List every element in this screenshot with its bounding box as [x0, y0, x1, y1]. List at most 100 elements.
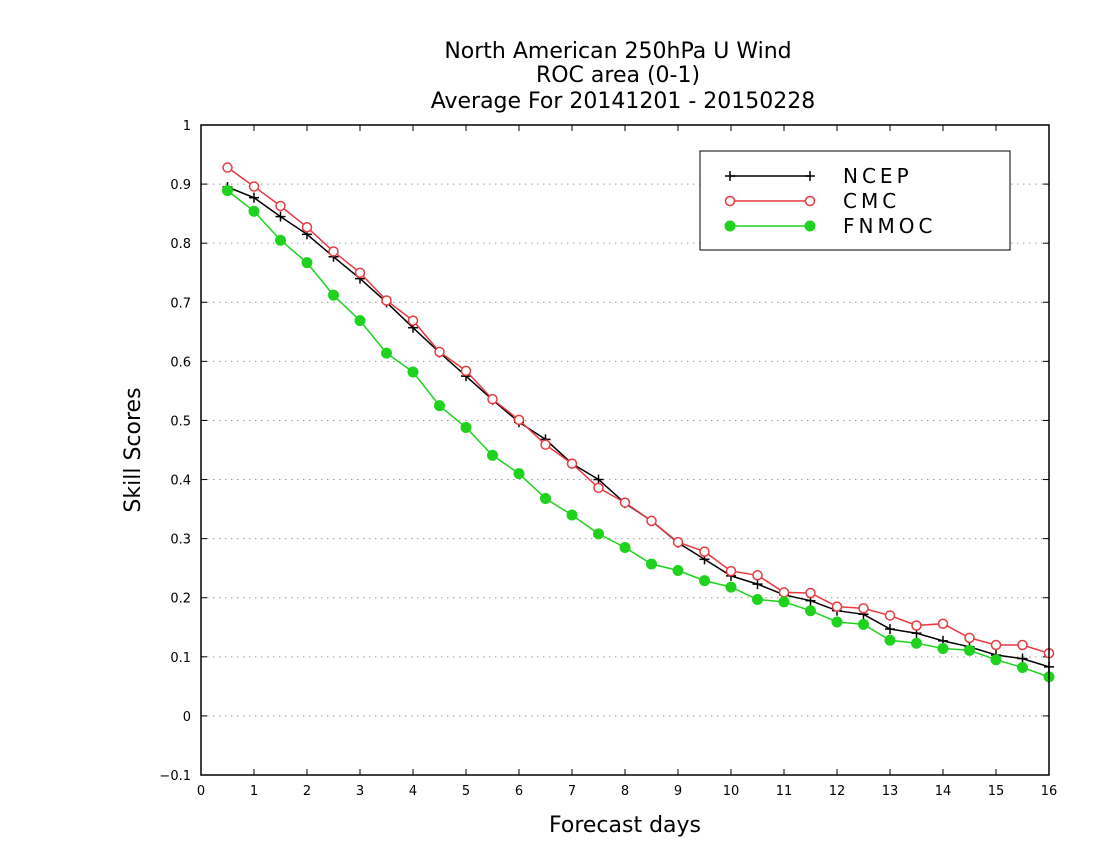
x-tick-label: 12 [829, 784, 846, 799]
data-point-cmc [646, 515, 657, 527]
data-point-cmc [566, 458, 578, 469]
data-point-cmc [513, 414, 525, 426]
data-point-fnmoc [1017, 661, 1028, 673]
data-point-cmc [381, 295, 392, 306]
data-point-cmc [725, 565, 737, 577]
data-point-fnmoc [248, 205, 260, 217]
legend-item-cmc: CMC [724, 189, 900, 213]
y-tick-label: 0.3 [170, 533, 191, 548]
data-point-ncep [275, 211, 286, 222]
x-tick-label: 2 [303, 784, 311, 799]
y-tick-label: 0.8 [170, 237, 191, 252]
data-point-cmc [619, 497, 631, 508]
chart-title-line-1: North American 250hPa U Wind [444, 39, 791, 64]
data-point-fnmoc [990, 654, 1002, 666]
x-tick-label: 11 [776, 784, 793, 799]
x-tick-label: 8 [621, 784, 629, 799]
x-tick-label: 10 [723, 784, 740, 799]
data-point-fnmoc [566, 509, 578, 521]
x-tick-label: 1 [250, 784, 258, 799]
legend-label-cmc: CMC [843, 189, 900, 213]
data-point-fnmoc [937, 643, 949, 655]
data-point-cmc [487, 393, 498, 405]
data-point-fnmoc [858, 618, 869, 630]
x-tick-label: 5 [462, 784, 470, 799]
legend-marker-fnmoc [724, 220, 736, 232]
series-line-fnmoc [227, 190, 1050, 678]
data-point-fnmoc [752, 594, 763, 605]
data-point-cmc [884, 610, 896, 621]
data-point-ncep [1017, 653, 1028, 664]
data-point-fnmoc [884, 634, 896, 646]
data-point-cmc [460, 365, 472, 377]
data-point-fnmoc [778, 596, 790, 608]
data-point-cmc [805, 587, 816, 599]
x-tick-label: 13 [882, 784, 899, 799]
series-layer [222, 162, 1055, 683]
data-point-fnmoc [328, 289, 339, 301]
y-tick-label: 0.4 [170, 474, 191, 489]
data-point-fnmoc [301, 257, 313, 269]
data-point-fnmoc [407, 366, 419, 378]
data-point-cmc [937, 618, 949, 629]
x-tick-label: 7 [568, 784, 576, 799]
legend-label-ncep: NCEP [843, 164, 913, 188]
legend-marker-ncep [725, 171, 735, 181]
data-point-fnmoc [672, 565, 684, 577]
data-point-fnmoc [540, 492, 551, 504]
data-point-cmc [699, 546, 710, 557]
y-tick-label: 1 [183, 119, 191, 134]
chart-title-line-2: ROC area (0-1) [536, 63, 700, 88]
data-point-fnmoc [805, 605, 816, 617]
legend-marker-cmc [804, 195, 816, 207]
data-point-cmc [858, 603, 869, 614]
data-point-fnmoc [354, 315, 366, 327]
series-fnmoc [222, 185, 1055, 683]
series-cmc [222, 162, 1055, 659]
data-point-cmc [328, 246, 339, 257]
data-point-fnmoc [725, 581, 737, 593]
data-point-cmc [354, 267, 366, 278]
data-point-cmc [301, 221, 313, 233]
y-tick-label: −0.1 [159, 769, 191, 784]
legend-item-fnmoc: FNMOC [724, 214, 932, 238]
data-point-ncep [752, 579, 763, 590]
gridlines [201, 183, 1049, 717]
x-tick-label: 0 [197, 784, 205, 799]
data-point-fnmoc [222, 185, 233, 197]
data-point-cmc [593, 482, 604, 494]
data-point-fnmoc [964, 644, 975, 656]
data-point-fnmoc [593, 528, 604, 540]
x-tick-label: 6 [515, 784, 523, 799]
data-point-fnmoc [831, 616, 843, 628]
data-point-cmc [248, 181, 260, 192]
x-axis-label: Forecast days [549, 813, 701, 838]
x-tick-label: 16 [1041, 784, 1058, 799]
y-tick-label: 0.6 [170, 355, 191, 370]
legend-marker-cmc [724, 195, 736, 207]
data-point-fnmoc [434, 400, 445, 412]
data-point-ncep [885, 624, 895, 635]
data-point-fnmoc [460, 422, 472, 434]
data-point-fnmoc [381, 347, 392, 359]
data-point-cmc [990, 639, 1002, 651]
y-tick-label: 0.7 [170, 296, 191, 311]
series-line-ncep [227, 186, 1050, 668]
data-point-cmc [831, 601, 843, 612]
data-point-fnmoc [275, 234, 286, 246]
data-point-cmc [434, 346, 445, 358]
data-point-cmc [752, 570, 763, 581]
data-point-cmc [672, 536, 684, 548]
chart-title-line-3: Average For 20141201 - 20150228 [431, 89, 816, 114]
data-point-fnmoc [699, 575, 710, 587]
x-tick-label: 3 [356, 784, 364, 799]
data-point-cmc [407, 315, 419, 326]
x-tick-label: 9 [674, 784, 682, 799]
plot-frame [200, 124, 1050, 776]
data-point-cmc [911, 620, 922, 631]
data-point-ncep [249, 192, 259, 203]
x-tick-label: 4 [409, 784, 417, 799]
data-point-cmc [778, 587, 790, 598]
data-point-fnmoc [646, 558, 657, 570]
